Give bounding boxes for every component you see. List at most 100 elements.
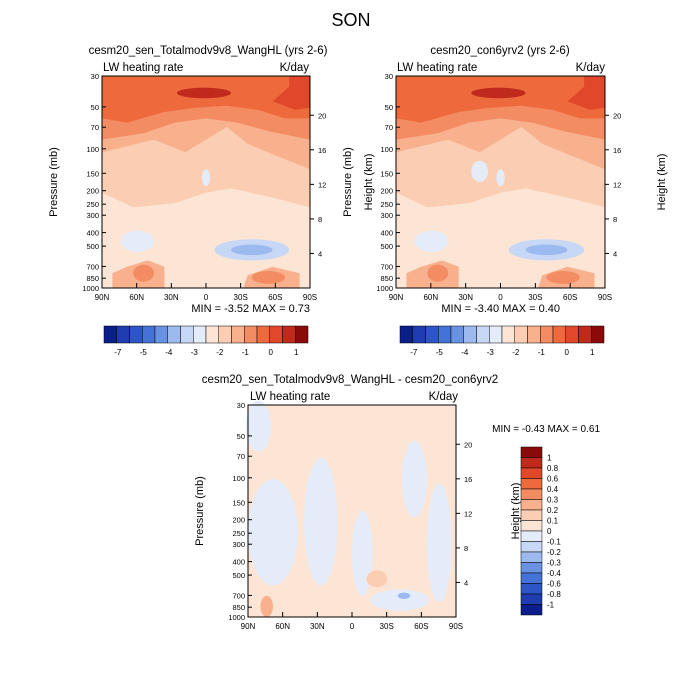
colorbar-swatch bbox=[520, 457, 543, 469]
field-shading bbox=[245, 400, 456, 618]
x-tick-label: 30N bbox=[458, 293, 473, 302]
y-tick-label: 200 bbox=[232, 516, 245, 525]
colorbar-swatch bbox=[520, 593, 543, 605]
panel-left-label: LW heating rate bbox=[103, 62, 183, 74]
y-tick-label: 70 bbox=[91, 123, 99, 132]
y-tick-label: 300 bbox=[86, 211, 99, 220]
y-tick-label: 50 bbox=[385, 103, 393, 112]
x-tick-label: 30S bbox=[528, 293, 542, 302]
colorbar-label: 1 bbox=[294, 348, 299, 357]
panel-right-label: K/day bbox=[429, 391, 459, 403]
min-max-readout: MIN = -3.52 MAX = 0.73 bbox=[191, 303, 310, 315]
colorbar-swatch bbox=[205, 325, 219, 344]
y-axis-title-right: Height (km) bbox=[656, 154, 668, 211]
colorbar-label: -7 bbox=[410, 348, 418, 357]
colorbar-label: -3 bbox=[191, 348, 199, 357]
y-tick-label: 400 bbox=[232, 558, 245, 567]
panel-model-sen: cesm20_sen_Totalmodv9v8_WangHL (yrs 2-6)… bbox=[48, 45, 375, 357]
height-tick-label: 12 bbox=[464, 509, 472, 518]
y-tick-label: 500 bbox=[232, 571, 245, 580]
colorbar-label: 0 bbox=[547, 527, 552, 536]
height-tick-label: 20 bbox=[318, 111, 326, 120]
colorbar-swatch bbox=[231, 325, 245, 344]
panel-title: cesm20_sen_Totalmodv9v8_WangHL (yrs 2-6) bbox=[89, 45, 328, 57]
y-tick-label: 150 bbox=[86, 169, 99, 178]
y-tick-label: 500 bbox=[380, 242, 393, 251]
y-axis-title: Pressure (mb) bbox=[194, 476, 206, 546]
colorbar-label: -7 bbox=[114, 348, 122, 357]
colorbar-swatch bbox=[520, 551, 543, 563]
panel-right-label: K/day bbox=[576, 62, 606, 74]
x-tick-label: 30S bbox=[234, 293, 248, 302]
colorbar-label: 0.4 bbox=[547, 485, 559, 494]
x-tick-label: 90S bbox=[598, 293, 612, 302]
y-axis-title-right: Height (km) bbox=[510, 483, 522, 540]
y-tick-label: 30 bbox=[91, 72, 99, 81]
field-shading bbox=[396, 76, 605, 288]
x-tick-label: 90N bbox=[241, 622, 256, 631]
y-axis-title: Pressure (mb) bbox=[342, 147, 354, 217]
height-tick-label: 12 bbox=[318, 180, 326, 189]
height-tick-label: 4 bbox=[613, 249, 617, 258]
colorbar-swatch bbox=[218, 325, 232, 344]
height-tick-label: 20 bbox=[613, 111, 621, 120]
y-tick-label: 300 bbox=[380, 211, 393, 220]
height-tick-label: 4 bbox=[318, 249, 322, 258]
colorbar-label: -4 bbox=[461, 348, 469, 357]
panel-difference: cesm20_sen_Totalmodv9v8_WangHL - cesm20_… bbox=[194, 374, 600, 631]
colorbar-swatch bbox=[578, 325, 592, 344]
height-tick-label: 16 bbox=[318, 146, 326, 155]
y-tick-label: 30 bbox=[237, 401, 245, 410]
y-tick-label: 1000 bbox=[228, 613, 245, 622]
figure-title: SON bbox=[331, 10, 370, 30]
y-tick-label: 250 bbox=[86, 200, 99, 209]
y-tick-label: 400 bbox=[86, 229, 99, 238]
x-tick-label: 60S bbox=[414, 622, 428, 631]
colorbar-swatch bbox=[514, 325, 528, 344]
x-tick-label: 60N bbox=[275, 622, 290, 631]
panel-title: cesm20_sen_Totalmodv9v8_WangHL - cesm20_… bbox=[202, 374, 498, 386]
y-tick-label: 250 bbox=[232, 529, 245, 538]
colorbar-label: 0.3 bbox=[547, 496, 559, 505]
height-tick-label: 4 bbox=[464, 578, 468, 587]
colorbar-label: 0.2 bbox=[547, 506, 559, 515]
y-tick-label: 100 bbox=[232, 474, 245, 483]
y-tick-label: 850 bbox=[86, 274, 99, 283]
colorbar-label: 0 bbox=[269, 348, 274, 357]
colorbar-swatch bbox=[520, 530, 543, 542]
colorbar-swatch bbox=[565, 325, 579, 344]
x-tick-label: 60N bbox=[423, 293, 438, 302]
colorbar-swatch bbox=[520, 520, 543, 532]
y-tick-label: 70 bbox=[237, 452, 245, 461]
colorbar-swatch bbox=[256, 325, 270, 344]
x-tick-label: 90N bbox=[95, 293, 110, 302]
colorbar-label: -3 bbox=[487, 348, 495, 357]
x-tick-label: 90S bbox=[449, 622, 463, 631]
x-tick-label: 90N bbox=[389, 293, 404, 302]
x-tick-label: 30N bbox=[310, 622, 325, 631]
colorbar-swatch bbox=[412, 325, 426, 344]
colorbar-swatch bbox=[129, 325, 143, 344]
colorbar-label: -2 bbox=[512, 348, 520, 357]
y-tick-label: 50 bbox=[237, 432, 245, 441]
y-tick-label: 1000 bbox=[376, 284, 393, 293]
y-axis-title: Pressure (mb) bbox=[48, 147, 60, 217]
colorbar-swatch bbox=[142, 325, 156, 344]
y-tick-label: 700 bbox=[232, 591, 245, 600]
y-tick-label: 1000 bbox=[82, 284, 99, 293]
colorbar-swatch bbox=[527, 325, 541, 344]
y-tick-label: 700 bbox=[380, 262, 393, 271]
colorbar-label: 0.8 bbox=[547, 464, 559, 473]
colorbar-swatch bbox=[501, 325, 515, 344]
panel-right-label: K/day bbox=[280, 62, 310, 74]
y-tick-label: 70 bbox=[385, 123, 393, 132]
colorbar-swatch bbox=[463, 325, 477, 344]
height-tick-label: 16 bbox=[613, 146, 621, 155]
height-tick-label: 8 bbox=[318, 215, 322, 224]
y-tick-label: 100 bbox=[380, 145, 393, 154]
x-tick-label: 90S bbox=[303, 293, 317, 302]
y-tick-label: 700 bbox=[86, 262, 99, 271]
colorbar-label: -2 bbox=[216, 348, 224, 357]
colorbar-swatch bbox=[591, 325, 605, 344]
height-tick-label: 8 bbox=[613, 215, 617, 224]
